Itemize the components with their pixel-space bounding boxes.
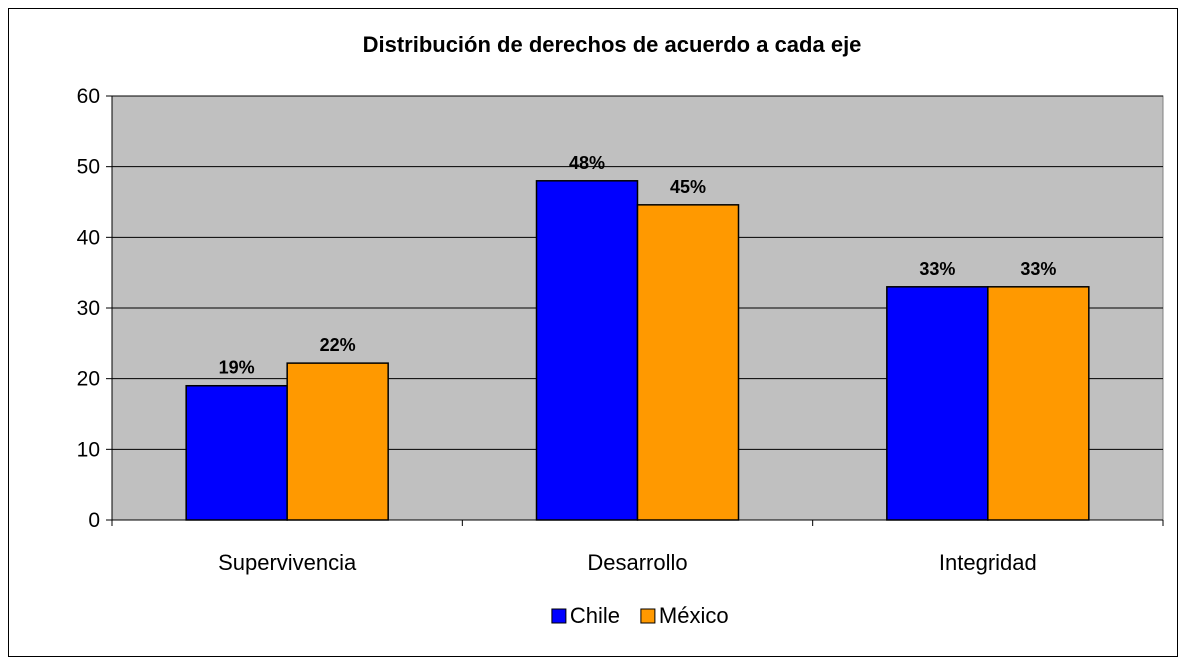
y-tick-label: 40: [77, 226, 100, 249]
bar: [286, 362, 389, 521]
y-tick-label: 20: [77, 368, 100, 391]
chart-title: Distribución de derechos de acuerdo a ca…: [363, 32, 862, 57]
bar: [987, 286, 1090, 521]
data-label: 19%: [219, 358, 255, 378]
bar: [886, 286, 989, 521]
x-tick-label: Integridad: [939, 550, 1037, 575]
data-label: 33%: [919, 259, 955, 279]
legend-label: México: [659, 603, 729, 628]
legend-label: Chile: [570, 603, 620, 628]
legend-swatch: [551, 608, 567, 624]
y-tick-label: 50: [77, 156, 100, 179]
x-tick-label: Supervivencia: [218, 550, 357, 575]
y-tick-label: 0: [88, 509, 100, 532]
plot-area: 0 10 20 30 40 50 60 19% 22% Supervivencia 48% 45% De…: [77, 85, 1164, 575]
y-tick-label: 30: [77, 297, 100, 320]
y-tick-label: 10: [77, 438, 100, 461]
data-label: 33%: [1020, 259, 1056, 279]
data-label: 22%: [320, 335, 356, 355]
legend: Chile México: [551, 603, 729, 628]
data-label: 45%: [670, 177, 706, 197]
bar: [185, 384, 288, 521]
data-label: 48%: [569, 153, 605, 173]
y-tick-label: 60: [77, 85, 100, 108]
x-tick-label: Desarrollo: [587, 550, 687, 575]
legend-swatch: [640, 608, 656, 624]
bar: [535, 180, 639, 521]
bar: [636, 204, 740, 521]
